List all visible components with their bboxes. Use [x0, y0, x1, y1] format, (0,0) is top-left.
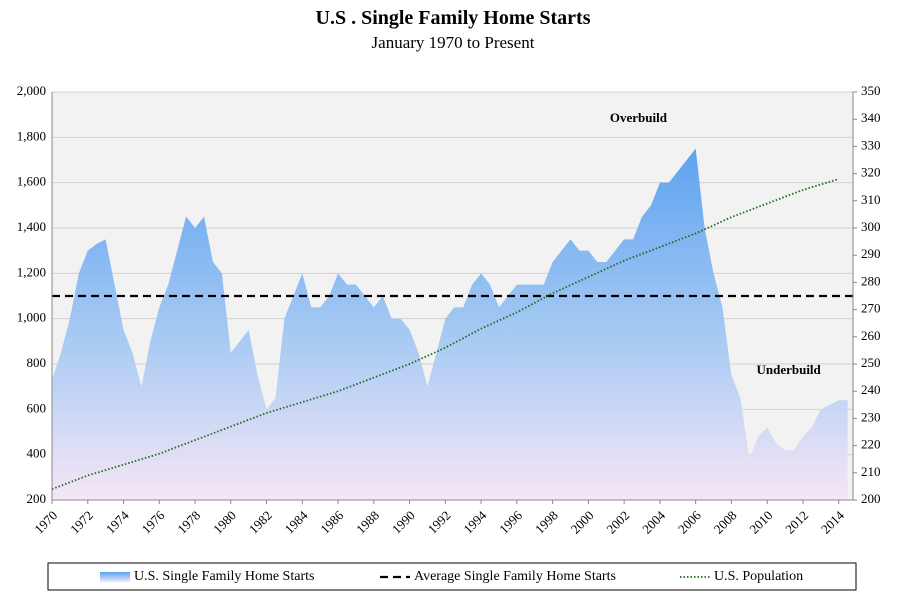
- x-tick-label: 1976: [139, 507, 168, 536]
- y2-tick-label: 240: [861, 382, 881, 397]
- legend-label: Average Single Family Home Starts: [414, 569, 616, 584]
- x-tick-label: 1972: [67, 508, 96, 537]
- legend-swatch: [100, 572, 130, 582]
- y2-tick-label: 340: [861, 110, 881, 125]
- legend-label: U.S. Single Family Home Starts: [134, 569, 314, 584]
- y2-tick-label: 280: [861, 273, 881, 288]
- annotation: Underbuild: [756, 362, 821, 377]
- x-tick-label: 1998: [532, 508, 561, 537]
- y2-tick-label: 210: [861, 464, 881, 479]
- x-tick-label: 2010: [746, 508, 775, 537]
- y-tick-label: 1,400: [17, 219, 46, 234]
- x-tick-label: 1982: [246, 508, 275, 537]
- x-tick-label: 1986: [317, 507, 346, 536]
- x-tick-label: 2004: [639, 507, 668, 536]
- y2-tick-label: 270: [861, 301, 881, 316]
- x-tick-label: 1984: [282, 507, 311, 536]
- y-tick-label: 1,000: [17, 310, 46, 325]
- y2-tick-label: 230: [861, 409, 881, 424]
- y2-tick-label: 200: [861, 491, 881, 506]
- x-tick-label: 2002: [603, 508, 632, 537]
- x-tick-label: 2008: [711, 508, 740, 537]
- x-tick-label: 1974: [103, 507, 132, 536]
- area: [52, 148, 848, 500]
- x-tick-label: 2012: [782, 508, 811, 537]
- legend-label: U.S. Population: [714, 569, 803, 584]
- x-tick-label: 1988: [353, 508, 382, 537]
- x-tick-label: 1996: [496, 507, 525, 536]
- y2-tick-label: 330: [861, 137, 881, 152]
- y-tick-label: 1,200: [17, 264, 46, 279]
- y2-tick-label: 290: [861, 246, 881, 261]
- y2-tick-label: 300: [861, 219, 881, 234]
- y-tick-label: 400: [27, 446, 47, 461]
- y-tick-label: 1,600: [17, 174, 46, 189]
- y-tick-label: 600: [27, 400, 47, 415]
- x-tick-label: 1994: [460, 507, 489, 536]
- x-tick-label: 2014: [818, 507, 847, 536]
- x-tick-label: 1978: [174, 508, 203, 537]
- chart-title: U.S . Single Family Home Starts: [316, 7, 591, 29]
- y2-tick-label: 260: [861, 328, 881, 343]
- y2-tick-label: 220: [861, 437, 881, 452]
- y-tick-label: 200: [27, 491, 47, 506]
- chart-subtitle: January 1970 to Present: [372, 33, 535, 52]
- x-tick-label: 1990: [389, 508, 418, 537]
- x-tick-label: 1992: [425, 508, 454, 537]
- y-tick-label: 1,800: [17, 128, 46, 143]
- legend: [47, 562, 857, 591]
- y2-tick-label: 250: [861, 355, 881, 370]
- x-tick-label: 1970: [31, 508, 60, 537]
- x-tick-label: 1980: [210, 508, 239, 537]
- x-tick-label: 2006: [675, 507, 704, 536]
- y2-tick-label: 350: [861, 83, 881, 98]
- y-tick-label: 800: [27, 355, 47, 370]
- x-tick-label: 2000: [568, 508, 597, 537]
- y2-tick-label: 320: [861, 165, 881, 180]
- annotation: Overbuild: [610, 110, 668, 125]
- y2-tick-label: 310: [861, 192, 881, 207]
- y-tick-label: 2,000: [17, 83, 46, 98]
